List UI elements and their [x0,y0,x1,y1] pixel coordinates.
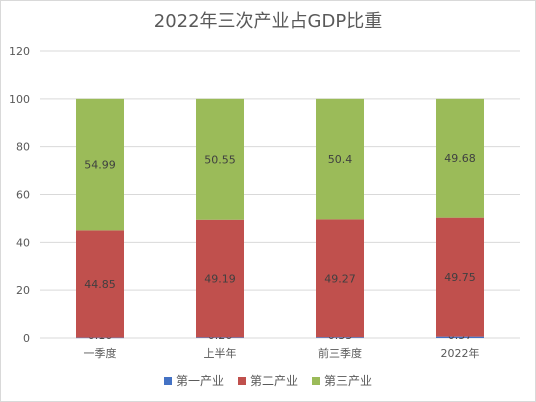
data-label: 49.68 [444,152,476,165]
y-tick-label: 120 [9,45,30,58]
bar-segment [316,337,364,338]
bar-segment [196,219,244,338]
y-tick-label: 0 [23,332,30,345]
x-tick-label: 2022年 [441,346,480,360]
bar-segment [76,98,124,231]
bar-segment [316,98,364,220]
y-tick-label: 40 [16,236,30,249]
bar-segment [196,98,244,220]
bar-segment [196,337,244,338]
data-label: 49.75 [444,271,476,284]
bar-segment [76,230,124,338]
x-tick-label: 一季度 [84,346,117,360]
legend-swatch-tertiary [312,376,320,385]
legend-label-tertiary: 第三产业 [324,374,373,388]
x-tick-label: 上半年 [204,346,237,360]
data-label: 50.55 [204,153,236,166]
legend-item-secondary: 第二产业 [237,372,298,389]
data-label: 44.85 [84,278,116,291]
chart-legend: 第一产业 第二产业 第三产业 [0,372,536,389]
bar-segment [436,336,484,338]
bar-segment [316,219,364,338]
legend-item-tertiary: 第三产业 [312,372,372,389]
x-tick-label: 前三季度 [318,346,362,360]
data-label: 54.99 [84,159,116,172]
y-tick-label: 80 [16,141,30,154]
y-tick-label: 20 [16,284,30,297]
bar-segment [436,98,484,218]
legend-item-primary: 第一产业 [163,372,224,389]
data-label: 49.27 [324,272,356,285]
bar-segment [436,217,484,337]
y-tick-label: 60 [16,189,30,202]
bar-segment [76,337,124,339]
data-label: 50.4 [328,153,353,166]
data-label: 49.19 [204,273,236,286]
y-tick-label: 100 [9,93,30,106]
legend-label-primary: 第一产业 [175,374,224,388]
chart-title: 2022年三次产业占GDP比重 [153,11,383,32]
legend-label-secondary: 第二产业 [249,374,298,388]
legend-swatch-primary [163,376,172,385]
legend-swatch-secondary [237,376,246,385]
